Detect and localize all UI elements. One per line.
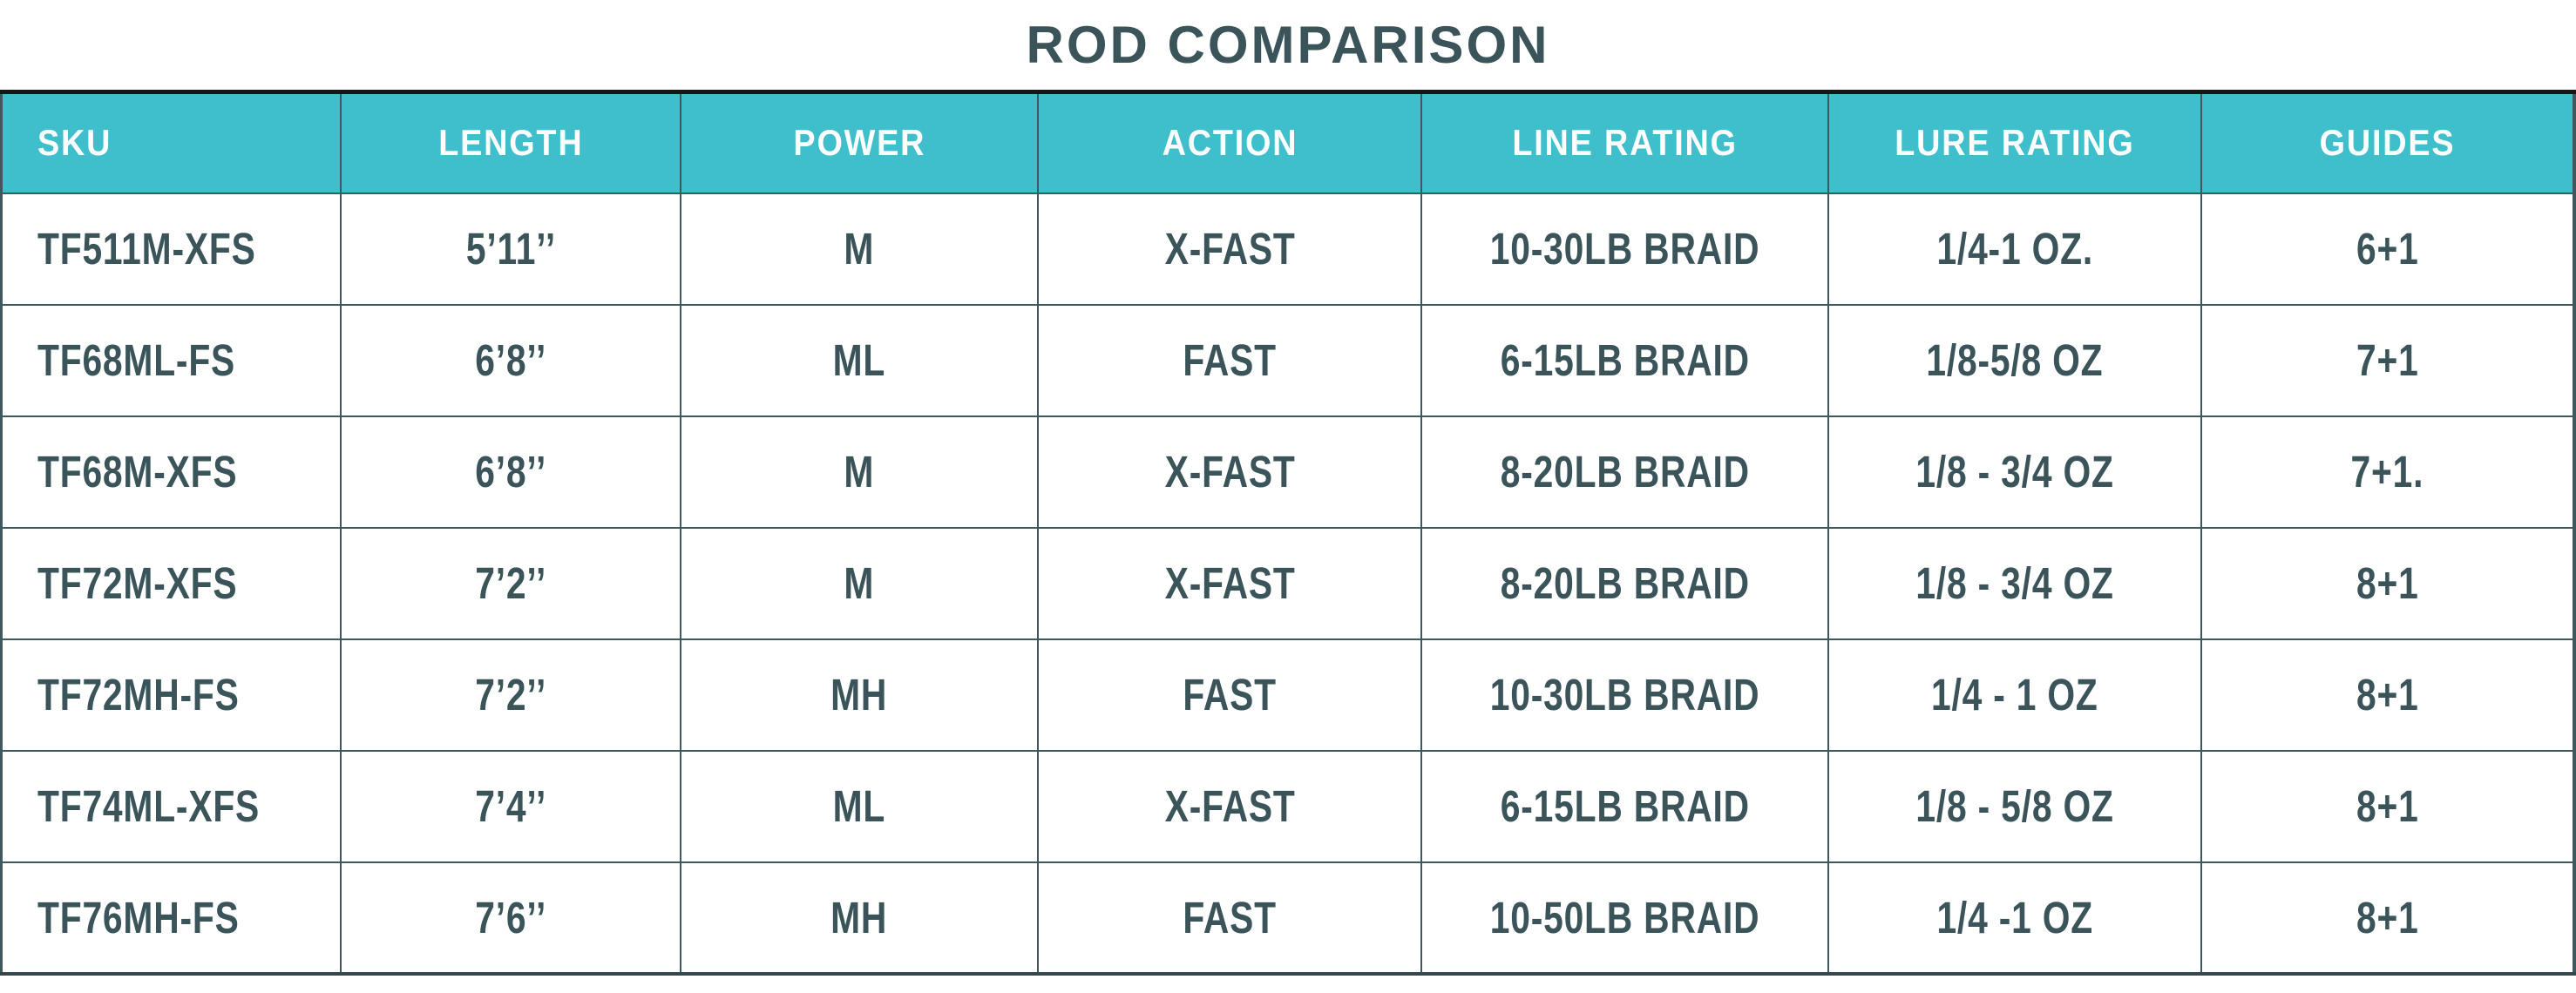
cell-power: M — [679, 526, 1040, 640]
cell-guides: 8+1 — [2200, 861, 2576, 975]
cell-length: 7’4’’ — [340, 749, 681, 863]
cell-line-rating: 10-50LB BRAID — [1420, 861, 1829, 975]
cell-sku: TF511M-XFS — [0, 192, 342, 306]
cell-lure-rating: 1/4 -1 OZ — [1827, 861, 2202, 975]
cell-action: X-FAST — [1037, 526, 1423, 640]
page-title: ROD COMPARISON — [1026, 16, 1550, 74]
rod-comparison-table: SKU LENGTH POWER ACTION LINE RATING LURE… — [0, 90, 2576, 976]
cell-line-rating: 6-15LB BRAID — [1420, 303, 1829, 417]
cell-line-rating: 8-20LB BRAID — [1420, 415, 1829, 529]
cell-sku: TF68M-XFS — [0, 415, 342, 529]
title-bar: ROD COMPARISON — [0, 0, 2576, 90]
cell-power: ML — [679, 749, 1040, 863]
cell-line-rating: 6-15LB BRAID — [1420, 749, 1829, 863]
table-row: TF68M-XFS 6’8’’ M X-FAST 8-20LB BRAID 1/… — [0, 415, 2576, 529]
column-header-lure-rating: LURE RATING — [1827, 91, 2202, 194]
cell-length: 7’2’’ — [340, 638, 681, 752]
cell-length: 7’6’’ — [340, 861, 681, 975]
cell-sku: TF68ML-FS — [0, 303, 342, 417]
column-header-power: POWER — [679, 91, 1040, 194]
cell-guides: 8+1 — [2200, 749, 2576, 863]
cell-lure-rating: 1/8 - 5/8 OZ — [1827, 749, 2202, 863]
cell-lure-rating: 1/8 - 3/4 OZ — [1827, 526, 2202, 640]
cell-guides: 8+1 — [2200, 526, 2576, 640]
cell-lure-rating: 1/4 - 1 OZ — [1827, 638, 2202, 752]
cell-action: FAST — [1037, 638, 1423, 752]
table-row: TF76MH-FS 7’6’’ MH FAST 10-50LB BRAID 1/… — [0, 861, 2576, 975]
cell-sku: TF74ML-XFS — [0, 749, 342, 863]
column-header-length: LENGTH — [340, 91, 681, 194]
column-header-action: ACTION — [1037, 91, 1423, 194]
cell-guides: 7+1 — [2200, 303, 2576, 417]
cell-power: M — [679, 415, 1040, 529]
table-row: TF511M-XFS 5’11’’ M X-FAST 10-30LB BRAID… — [0, 192, 2576, 306]
cell-sku: TF72M-XFS — [0, 526, 342, 640]
cell-sku: TF72MH-FS — [0, 638, 342, 752]
cell-length: 5’11’’ — [340, 192, 681, 306]
table-row: TF72MH-FS 7’2’’ MH FAST 10-30LB BRAID 1/… — [0, 638, 2576, 752]
cell-power: ML — [679, 303, 1040, 417]
table-row: TF72M-XFS 7’2’’ M X-FAST 8-20LB BRAID 1/… — [0, 526, 2576, 640]
table-row: TF74ML-XFS 7’4’’ ML X-FAST 6-15LB BRAID … — [0, 749, 2576, 863]
header-row: SKU LENGTH POWER ACTION LINE RATING LURE… — [0, 91, 2576, 194]
cell-lure-rating: 1/4-1 OZ. — [1827, 192, 2202, 306]
cell-line-rating: 10-30LB BRAID — [1420, 192, 1829, 306]
cell-length: 7’2’’ — [340, 526, 681, 640]
cell-length: 6’8’’ — [340, 415, 681, 529]
cell-action: X-FAST — [1037, 192, 1423, 306]
cell-sku: TF76MH-FS — [0, 861, 342, 975]
cell-guides: 6+1 — [2200, 192, 2576, 306]
cell-action: X-FAST — [1037, 749, 1423, 863]
cell-action: FAST — [1037, 303, 1423, 417]
cell-power: MH — [679, 861, 1040, 975]
cell-guides: 7+1. — [2200, 415, 2576, 529]
cell-line-rating: 10-30LB BRAID — [1420, 638, 1829, 752]
cell-action: X-FAST — [1037, 415, 1423, 529]
cell-power: MH — [679, 638, 1040, 752]
cell-lure-rating: 1/8-5/8 OZ — [1827, 303, 2202, 417]
column-header-sku: SKU — [0, 91, 342, 194]
column-header-line-rating: LINE RATING — [1420, 91, 1829, 194]
table-row: TF68ML-FS 6’8’’ ML FAST 6-15LB BRAID 1/8… — [0, 303, 2576, 417]
cell-length: 6’8’’ — [340, 303, 681, 417]
cell-action: FAST — [1037, 861, 1423, 975]
cell-guides: 8+1 — [2200, 638, 2576, 752]
column-header-guides: GUIDES — [2200, 91, 2576, 194]
cell-lure-rating: 1/8 - 3/4 OZ — [1827, 415, 2202, 529]
cell-line-rating: 8-20LB BRAID — [1420, 526, 1829, 640]
cell-power: M — [679, 192, 1040, 306]
